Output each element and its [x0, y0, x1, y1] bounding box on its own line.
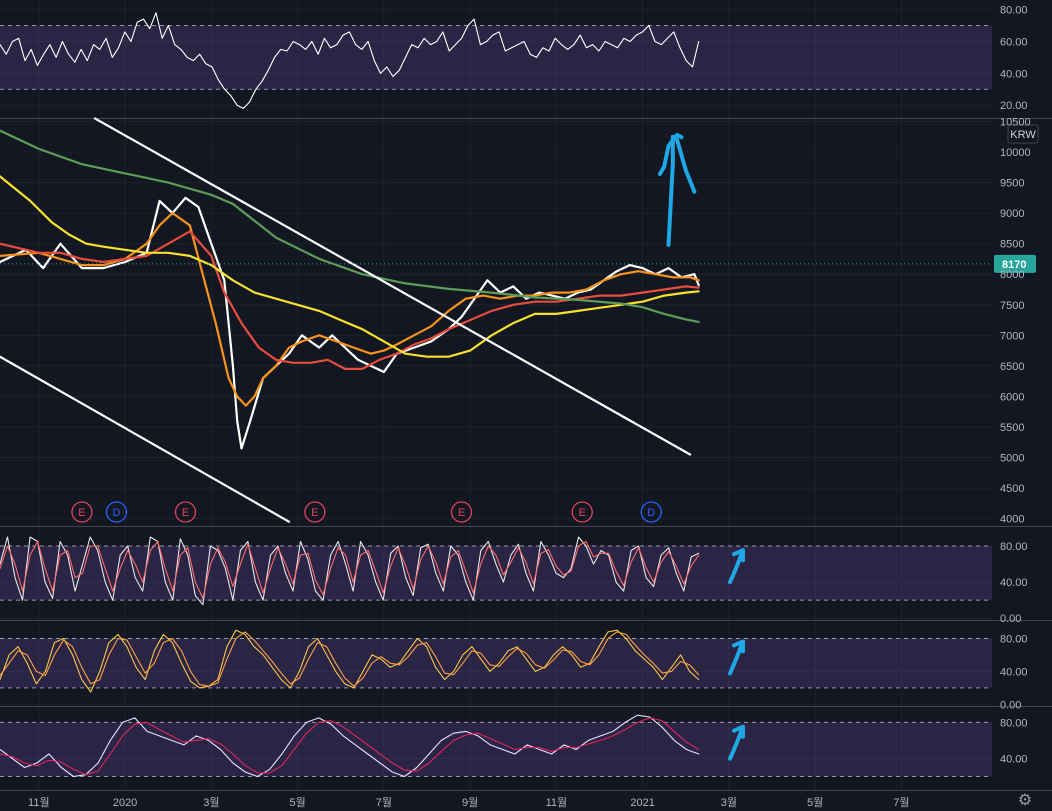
series-d — [0, 540, 700, 599]
y-tick-label: 7500 — [1000, 300, 1024, 312]
y-tick-label: 4500 — [1000, 483, 1024, 495]
y-tick-label: 8500 — [1000, 239, 1024, 251]
y-tick-label: 6000 — [1000, 391, 1024, 403]
event-label: E — [182, 507, 189, 519]
y-tick-label: 9000 — [1000, 208, 1024, 220]
x-tick-label: 5월 — [807, 796, 823, 809]
y-tick-label: 40.00 — [1000, 666, 1028, 678]
y-tick-label: 80.00 — [1000, 541, 1028, 553]
series-layer — [0, 12, 700, 778]
y-tick-label: 6500 — [1000, 361, 1024, 373]
y-tick-label: 8000 — [1000, 269, 1024, 281]
y-tick-label: 7000 — [1000, 330, 1024, 342]
event-label: E — [311, 507, 318, 519]
series-sma_green — [0, 129, 700, 323]
event-label: E — [579, 507, 586, 519]
x-tick-label: 11월 — [546, 796, 568, 809]
annotation-price-arrow-right — [675, 137, 697, 194]
axis-layer: 11월 2020 3월 5월 7월 9월 11월 2021 3월 5월 7월 80.00 60.00 40… — [28, 5, 1031, 809]
y-tick-label: 10000 — [1000, 147, 1031, 159]
currency-label: KRW — [1010, 129, 1036, 141]
band-fill — [0, 546, 992, 601]
series-sma_yellow — [0, 175, 700, 358]
marks-layer: 8170 KRW E D E E E E D — [0, 124, 1039, 761]
band-fill — [0, 25, 992, 90]
x-tick-label: 2021 — [630, 797, 654, 809]
series-k — [0, 629, 700, 693]
event-marker — [174, 501, 197, 523]
y-tick-label: 5500 — [1000, 422, 1024, 434]
series-trendline_upper — [93, 117, 692, 456]
band-fill — [0, 638, 992, 688]
event-marker — [304, 501, 326, 523]
y-tick-label: 9500 — [1000, 178, 1024, 190]
y-tick-label: 40.00 — [1000, 753, 1028, 765]
x-tick-label: 9월 — [462, 796, 478, 809]
x-tick-label: 7월 — [376, 796, 392, 809]
currency-badge — [1007, 124, 1039, 144]
y-tick-label: 80.00 — [1000, 5, 1028, 17]
last-price-label: 8170 — [1002, 259, 1026, 271]
series-ema_red — [0, 230, 700, 370]
band-layer — [0, 25, 992, 777]
event-marker — [450, 501, 473, 523]
grid-layer — [0, 0, 1052, 791]
y-tick-label: 20.00 — [1000, 100, 1028, 112]
y-tick-label: 80.00 — [1000, 717, 1028, 729]
event-label: E — [458, 507, 465, 519]
y-tick-label: 80.00 — [1000, 633, 1028, 645]
y-tick-label: 0.00 — [1000, 613, 1021, 625]
y-tick-label: 40.00 — [1000, 68, 1028, 80]
y-tick-label: 5000 — [1000, 453, 1024, 465]
series-k — [0, 536, 700, 606]
series-k — [0, 714, 700, 778]
series-d — [0, 717, 700, 776]
annotation-price-arrow-shaft — [666, 134, 675, 247]
event-label: D — [112, 507, 120, 519]
last-price-badge — [994, 254, 1036, 273]
annotation-up-arrow — [728, 548, 745, 585]
y-tick-label: 60.00 — [1000, 36, 1028, 48]
y-tick-label: 0.00 — [1000, 699, 1021, 711]
x-tick-label: 7월 — [893, 796, 909, 809]
gear-icon[interactable]: ⚙ — [1017, 790, 1033, 809]
x-tick-label: 2020 — [113, 797, 137, 809]
x-tick-label: 5월 — [289, 796, 305, 809]
event-label: D — [647, 507, 655, 519]
series-line — [0, 12, 700, 109]
annotation-up-arrow — [728, 639, 745, 676]
event-marker — [640, 501, 662, 523]
series-ema_fast — [0, 212, 700, 407]
series-d — [0, 631, 700, 687]
annotation-up-arrow — [728, 724, 745, 761]
series-trendline_lower — [0, 355, 291, 523]
event-marker — [571, 501, 593, 523]
y-tick-label: 40.00 — [1000, 577, 1028, 589]
x-tick-label: 11월 — [28, 796, 50, 809]
band-fill — [0, 722, 992, 777]
x-tick-label: 3월 — [721, 796, 737, 809]
event-marker — [105, 501, 128, 523]
event-label: E — [78, 507, 85, 519]
x-tick-label: 3월 — [203, 796, 219, 809]
annotation-price-arrow — [657, 132, 684, 176]
event-marker — [71, 501, 93, 523]
y-tick-label: 4000 — [1000, 514, 1024, 526]
y-tick-label: 10500 — [1000, 116, 1031, 128]
